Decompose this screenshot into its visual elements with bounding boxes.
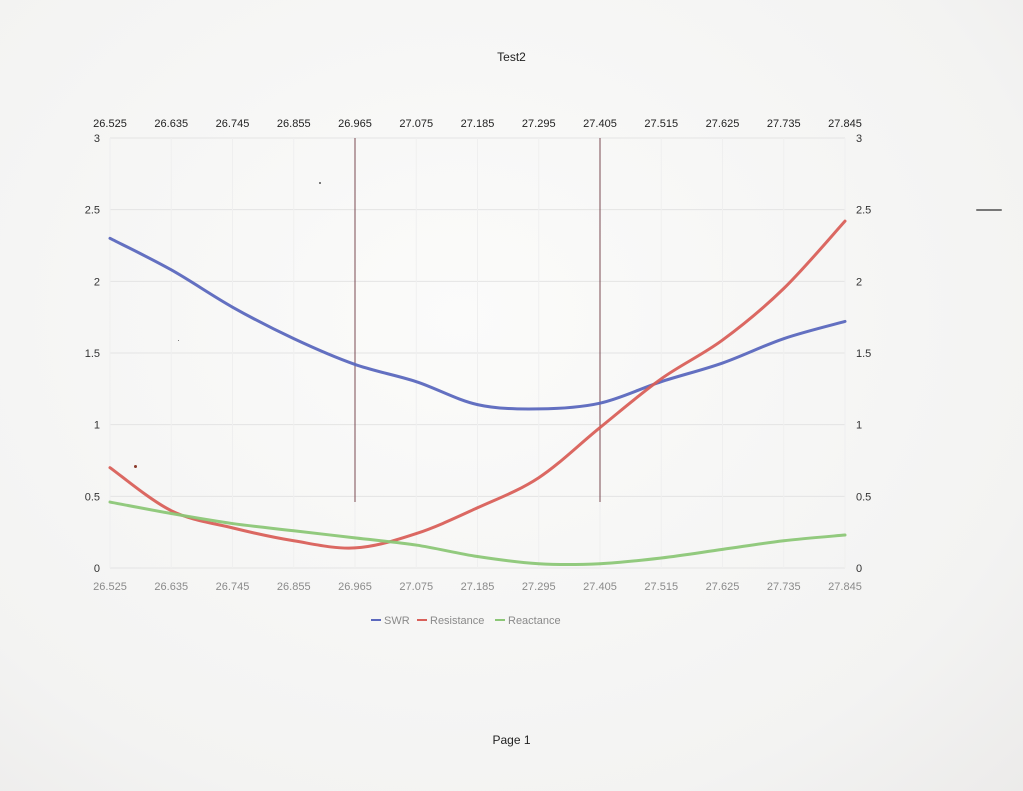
data-point-reactance <box>721 548 724 551</box>
x-tick-label-bottom: 26.525 <box>93 581 127 593</box>
x-tick-label-bottom: 26.635 <box>154 581 188 593</box>
data-point-resistance <box>660 377 663 380</box>
x-tick-label-top: 27.185 <box>461 118 495 130</box>
axis-ticks: 0 0 0.5 0.5 1 1 1.5 1.5 2 2 2.5 2.5 3 3 26.525 26.525 26… <box>85 118 872 593</box>
x-tick-label-bottom: 27.735 <box>767 581 801 593</box>
x-tick-label-top: 26.525 <box>93 118 127 130</box>
data-point-resistance <box>292 539 295 542</box>
x-tick-label-top: 27.625 <box>706 118 740 130</box>
data-point-resistance <box>537 476 540 479</box>
x-tick-label-top: 26.965 <box>338 118 372 130</box>
series-line-resistance <box>108 219 847 550</box>
data-point-reactance <box>782 539 785 542</box>
legend-label-swr: SWR <box>384 615 410 627</box>
y-tick-label-right: 1.5 <box>856 348 871 360</box>
x-tick-label-bottom: 27.185 <box>461 581 495 593</box>
gridlines <box>109 137 846 569</box>
data-point-swr <box>476 403 479 406</box>
data-point-swr <box>354 363 357 366</box>
x-tick-label-top: 27.075 <box>399 118 433 130</box>
data-point-reactance <box>292 529 295 532</box>
scan-speck <box>319 182 321 184</box>
data-point-reactance <box>109 501 112 504</box>
data-point-resistance <box>476 506 479 509</box>
y-tick-label-left: 0 <box>94 563 100 575</box>
data-point-reactance <box>231 522 234 525</box>
x-tick-label-bottom: 27.625 <box>706 581 740 593</box>
data-point-resistance <box>354 546 357 549</box>
y-tick-label-right: 2.5 <box>856 205 871 217</box>
data-point-swr <box>231 306 234 309</box>
x-tick-label-bottom: 26.965 <box>338 581 372 593</box>
data-point-swr <box>109 237 112 240</box>
scan-speck <box>976 209 1002 211</box>
data-point-swr <box>170 268 173 271</box>
chart-title: Test2 <box>497 50 526 64</box>
page-footer: Page 1 <box>492 733 531 747</box>
data-point-reactance <box>844 534 847 537</box>
x-tick-label-bottom: 27.405 <box>583 581 617 593</box>
y-tick-label-left: 2.5 <box>85 205 100 217</box>
frequency-markers <box>354 138 601 502</box>
data-point-reactance <box>415 544 418 547</box>
x-tick-label-top: 27.515 <box>644 118 678 130</box>
data-point-reactance <box>476 555 479 558</box>
scan-speck <box>178 340 179 341</box>
data-point-swr <box>292 337 295 340</box>
data-point-reactance <box>599 562 602 565</box>
data-point-resistance <box>170 509 173 512</box>
data-point-resistance <box>599 426 602 429</box>
x-tick-label-bottom: 27.845 <box>828 581 862 593</box>
data-point-resistance <box>721 339 724 342</box>
data-point-swr <box>782 337 785 340</box>
y-tick-label-right: 2 <box>856 276 862 288</box>
x-tick-label-top: 26.635 <box>154 118 188 130</box>
y-tick-label-left: 0.5 <box>85 491 100 503</box>
x-tick-label-bottom: 27.295 <box>522 581 556 593</box>
x-tick-label-top: 27.845 <box>828 118 862 130</box>
y-tick-label-left: 1.5 <box>85 348 100 360</box>
x-tick-label-bottom: 27.515 <box>644 581 678 593</box>
x-tick-label-bottom: 26.745 <box>216 581 250 593</box>
data-point-reactance <box>660 556 663 559</box>
x-tick-label-top: 26.855 <box>277 118 311 130</box>
x-tick-label-bottom: 26.855 <box>277 581 311 593</box>
legend: SWR Resistance Reactance <box>371 615 561 627</box>
y-tick-label-left: 3 <box>94 133 100 145</box>
data-point-reactance <box>170 512 173 515</box>
data-point-swr <box>721 362 724 365</box>
data-point-swr <box>537 407 540 410</box>
data-point-resistance <box>231 526 234 529</box>
x-tick-label-top: 27.295 <box>522 118 556 130</box>
y-tick-label-right: 0 <box>856 563 862 575</box>
data-point-reactance <box>354 536 357 539</box>
data-point-reactance <box>537 562 540 565</box>
data-point-resistance <box>782 287 785 290</box>
y-tick-label-right: 0.5 <box>856 491 871 503</box>
x-tick-label-top: 26.745 <box>216 118 250 130</box>
x-tick-label-top: 27.405 <box>583 118 617 130</box>
y-tick-label-left: 1 <box>94 420 100 432</box>
series-lines <box>108 219 847 567</box>
data-point-swr <box>415 380 418 383</box>
legend-label-reactance: Reactance <box>508 615 561 627</box>
x-tick-label-bottom: 27.075 <box>399 581 433 593</box>
data-point-resistance <box>109 466 112 469</box>
y-tick-label-right: 1 <box>856 420 862 432</box>
y-tick-label-left: 2 <box>94 276 100 288</box>
data-point-resistance <box>844 220 847 223</box>
series-line-swr <box>108 236 847 411</box>
data-point-resistance <box>415 532 418 535</box>
x-tick-label-top: 27.735 <box>767 118 801 130</box>
y-tick-label-right: 3 <box>856 133 862 145</box>
data-point-swr <box>599 402 602 405</box>
series-line-reactance <box>108 500 847 567</box>
legend-label-resistance: Resistance <box>430 615 484 627</box>
data-point-swr <box>844 320 847 323</box>
scan-speck <box>134 465 137 468</box>
